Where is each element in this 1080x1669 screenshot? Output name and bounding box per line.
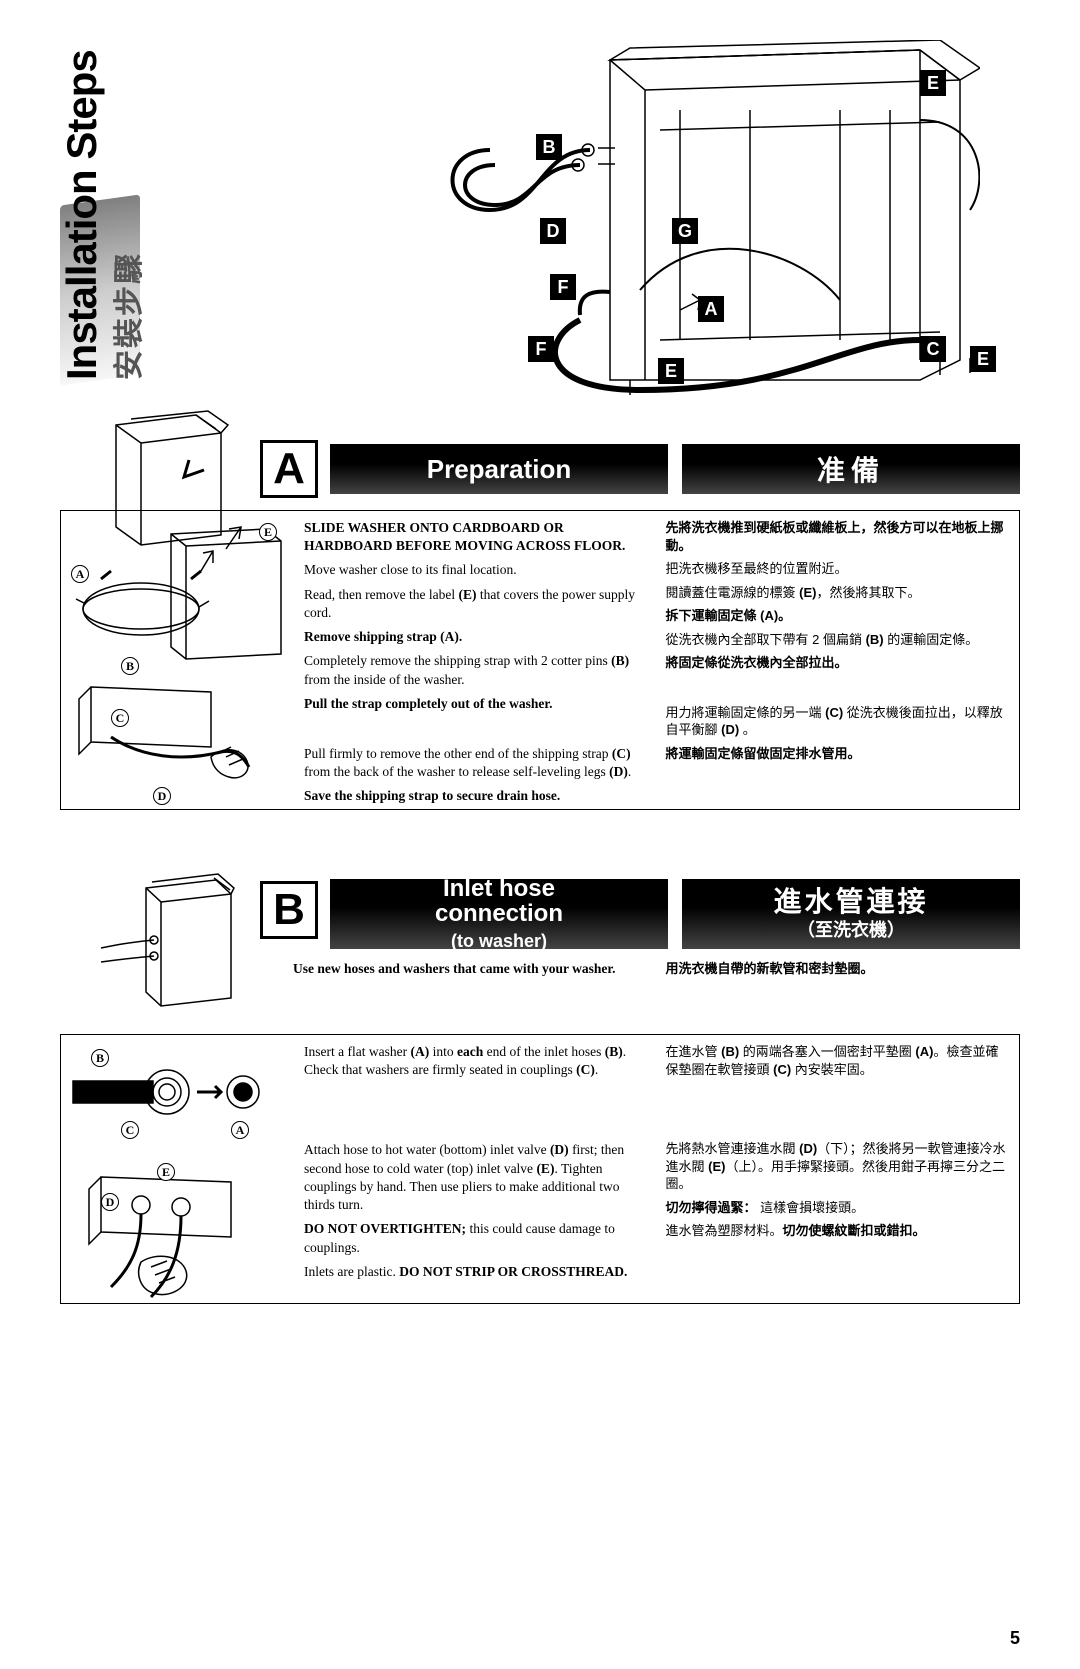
A-zh-p3: 從洗衣機內全部取下帶有 2 個扁銷 (B) 的運輸固定條。: [666, 631, 1010, 649]
miniA: A: [71, 565, 89, 583]
section-B-header: B Inlet hose connection (to washer) 進水管連…: [60, 875, 1020, 949]
callout-E1: E: [920, 70, 946, 96]
panel-A: E A B C D: [60, 510, 1020, 810]
miniC2: C: [121, 1121, 139, 1139]
main-diagram: B D F F G A E E C E: [280, 40, 980, 410]
panel-A-fig2: [71, 677, 286, 807]
callout-D: D: [540, 218, 566, 244]
section-A-header: A Preparation 准備: [60, 440, 1020, 498]
side-title-en: Installation Steps: [58, 50, 106, 380]
A-zh-p1: 把洗衣機移至最終的位置附近。: [666, 560, 1010, 578]
A-en-p4: Pull firmly to remove the other end of t…: [304, 745, 648, 781]
page-number: 5: [1010, 1628, 1020, 1649]
A-zh-p2: 閱讀蓋住電源線的標簽 (E)，然後將其取下。: [666, 584, 1010, 602]
panel-B-text-en: Insert a flat washer (A) into each end o…: [304, 1043, 648, 1321]
panel-A-text-en: SLIDE WASHER ONTO CARDBOARD OR HARDBOARD…: [304, 519, 648, 812]
panel-A-fig1: [71, 519, 286, 669]
header-bar-zh-A: 准備: [682, 444, 1020, 494]
A-zh-h2: 拆下運輸固定條 (A)。: [666, 608, 792, 623]
callout-G: G: [672, 218, 698, 244]
side-title: Installation Steps 安裝步驟: [58, 50, 148, 380]
callout-B: B: [536, 134, 562, 160]
page: Installation Steps 安裝步驟: [0, 0, 1080, 1669]
A-en-h3: Pull the strap completely out of the was…: [304, 696, 552, 711]
A-zh-h4: 將運輸固定條留做固定排水管用。: [666, 746, 861, 761]
B-zh-h1: 切勿擰得過緊： 這樣會損壞接頭。: [666, 1199, 1010, 1217]
callout-E3: E: [970, 346, 996, 372]
miniA2: A: [231, 1121, 249, 1139]
header-bar-en-A: Preparation: [330, 444, 668, 494]
header-B-zh: 進水管連接 （至洗衣機）: [773, 887, 928, 942]
B-intro-zh: 用洗衣機自帶的新軟管和密封墊圈。: [666, 961, 874, 976]
callout-C: C: [920, 336, 946, 362]
miniB2: B: [91, 1049, 109, 1067]
miniE2: E: [157, 1163, 175, 1181]
A-zh-h1: 先將洗衣機推到硬紙板或纖維板上，然後方可以在地板上挪動。: [666, 520, 1004, 553]
callout-F2: F: [528, 336, 554, 362]
miniB: B: [121, 657, 139, 675]
washer-diagram-svg: [280, 40, 980, 410]
header-bar-en-B: Inlet hose connection (to washer): [330, 879, 668, 949]
B-zh-p2: 先將熱水管連接進水閥 (D)（下）；然後將另一軟管連接冷水進水閥 (E)（上）。…: [666, 1140, 1010, 1193]
header-A-zh: 准備: [817, 449, 885, 489]
miniD: D: [153, 787, 171, 805]
A-en-p1: Move washer close to its final location.: [304, 561, 648, 579]
B-en-p1: Insert a flat washer (A) into each end o…: [304, 1043, 648, 1079]
side-title-zh: 安裝步驟: [104, 252, 148, 380]
panel-B: B C A: [60, 1034, 1020, 1304]
section-letter-A: A: [260, 440, 318, 498]
panel-B-text-zh: 在進水管 (B) 的兩端各塞入一個密封平墊圈 (A)。檢查並確保墊圈在軟管接頭 …: [666, 1043, 1010, 1321]
section-B-intro: Use new hoses and washers that came with…: [60, 960, 1020, 984]
header-bar-zh-B: 進水管連接 （至洗衣機）: [682, 879, 1020, 949]
callout-E2: E: [658, 358, 684, 384]
header-B-en: Inlet hose connection (to washer): [435, 876, 563, 952]
panel-B-fig2: [71, 1167, 286, 1317]
callout-F1: F: [550, 274, 576, 300]
miniE: E: [259, 523, 277, 541]
A-en-p2: Read, then remove the label (E) that cov…: [304, 586, 648, 622]
miniD2: D: [101, 1193, 119, 1211]
A-en-h4: Save the shipping strap to secure drain …: [304, 788, 560, 803]
callout-A: A: [698, 296, 724, 322]
B-zh-p3: 進水管為塑膠材料。切勿使螺紋斷扣或錯扣。: [666, 1222, 1010, 1240]
miniC: C: [111, 709, 129, 727]
B-intro-en: Use new hoses and washers that came with…: [293, 961, 616, 976]
panel-B-illustrations: B C A: [71, 1043, 286, 1321]
A-en-p3: Completely remove the shipping strap wit…: [304, 652, 648, 688]
B-en-p3: Inlets are plastic. DO NOT STRIP OR CROS…: [304, 1263, 648, 1281]
header-A-en: Preparation: [427, 454, 572, 485]
section-letter-B: B: [260, 881, 318, 939]
B-en-h1: DO NOT OVERTIGHTEN; this could cause dam…: [304, 1220, 648, 1256]
A-zh-p4: 用力將運輸固定條的另一端 (C) 從洗衣機後面拉出，以釋放自平衡腳 (D) 。: [666, 704, 1010, 739]
A-en-h2: Remove shipping strap (A).: [304, 629, 462, 644]
B-en-p2: Attach hose to hot water (bottom) inlet …: [304, 1141, 648, 1214]
panel-A-illustrations: E A B C D: [71, 519, 286, 812]
A-en-h1: SLIDE WASHER ONTO CARDBOARD OR HARDBOARD…: [304, 520, 625, 553]
A-zh-h3: 將固定條從洗衣機內全部拉出。: [666, 655, 848, 670]
panel-A-text-zh: 先將洗衣機推到硬紙板或纖維板上，然後方可以在地板上挪動。 把洗衣機移至最終的位置…: [666, 519, 1010, 812]
B-zh-p1: 在進水管 (B) 的兩端各塞入一個密封平墊圈 (A)。檢查並確保墊圈在軟管接頭 …: [666, 1043, 1010, 1078]
